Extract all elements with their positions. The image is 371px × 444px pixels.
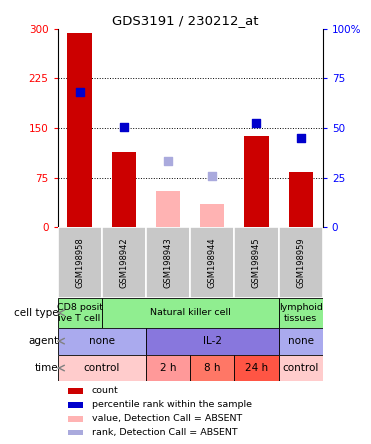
Bar (68, 33, 92, 227)
Bar (102, 227, 146, 298)
Bar (279, 355, 323, 381)
Text: none: none (288, 336, 313, 346)
Point (253, 119, 259, 126)
Bar (58, 298, 102, 328)
Text: GSM198958: GSM198958 (75, 237, 84, 288)
Bar (244, 136, 269, 227)
Text: percentile rank within the sample: percentile rank within the sample (92, 400, 252, 409)
Bar (190, 227, 234, 298)
Text: cell type: cell type (14, 308, 58, 318)
Bar (234, 227, 279, 298)
Point (298, 135, 303, 142)
Text: GSM198942: GSM198942 (119, 237, 128, 288)
Text: GSM198945: GSM198945 (252, 237, 261, 288)
Bar (289, 172, 313, 227)
Bar (58, 328, 146, 355)
Bar (190, 355, 234, 381)
Text: GSM198943: GSM198943 (164, 237, 173, 288)
Bar (68, 416, 83, 421)
Bar (279, 328, 323, 355)
Point (209, 173, 215, 180)
Text: count: count (92, 386, 119, 395)
Text: 8 h: 8 h (204, 363, 220, 373)
Bar (200, 204, 224, 227)
Bar (102, 298, 279, 328)
Text: GSM198959: GSM198959 (296, 237, 305, 288)
Bar (68, 430, 83, 436)
Bar (146, 328, 279, 355)
Bar (68, 402, 83, 408)
Text: control: control (83, 363, 120, 373)
Point (77, 88, 83, 95)
Text: IL-2: IL-2 (203, 336, 222, 346)
Text: rank, Detection Call = ABSENT: rank, Detection Call = ABSENT (92, 428, 237, 437)
Text: lymphoid
tissues: lymphoid tissues (279, 303, 323, 322)
Bar (279, 227, 323, 298)
Text: 2 h: 2 h (160, 363, 176, 373)
Text: control: control (282, 363, 319, 373)
Text: time: time (35, 363, 58, 373)
Text: 24 h: 24 h (245, 363, 268, 373)
Bar (234, 355, 279, 381)
Bar (58, 227, 102, 298)
Text: value, Detection Call = ABSENT: value, Detection Call = ABSENT (92, 414, 242, 423)
Bar (279, 298, 323, 328)
Bar (58, 355, 146, 381)
Bar (146, 355, 190, 381)
Bar (112, 152, 136, 227)
Bar (146, 227, 190, 298)
Bar (156, 191, 180, 227)
Text: GDS3191 / 230212_at: GDS3191 / 230212_at (112, 14, 259, 27)
Text: GSM198944: GSM198944 (208, 237, 217, 288)
Point (121, 123, 127, 130)
Text: Natural killer cell: Natural killer cell (150, 308, 230, 317)
Text: agent: agent (28, 336, 58, 346)
Text: CD8 posit
ive T cell: CD8 posit ive T cell (57, 303, 103, 322)
Text: none: none (89, 336, 115, 346)
Bar (68, 388, 83, 394)
Point (165, 158, 171, 165)
